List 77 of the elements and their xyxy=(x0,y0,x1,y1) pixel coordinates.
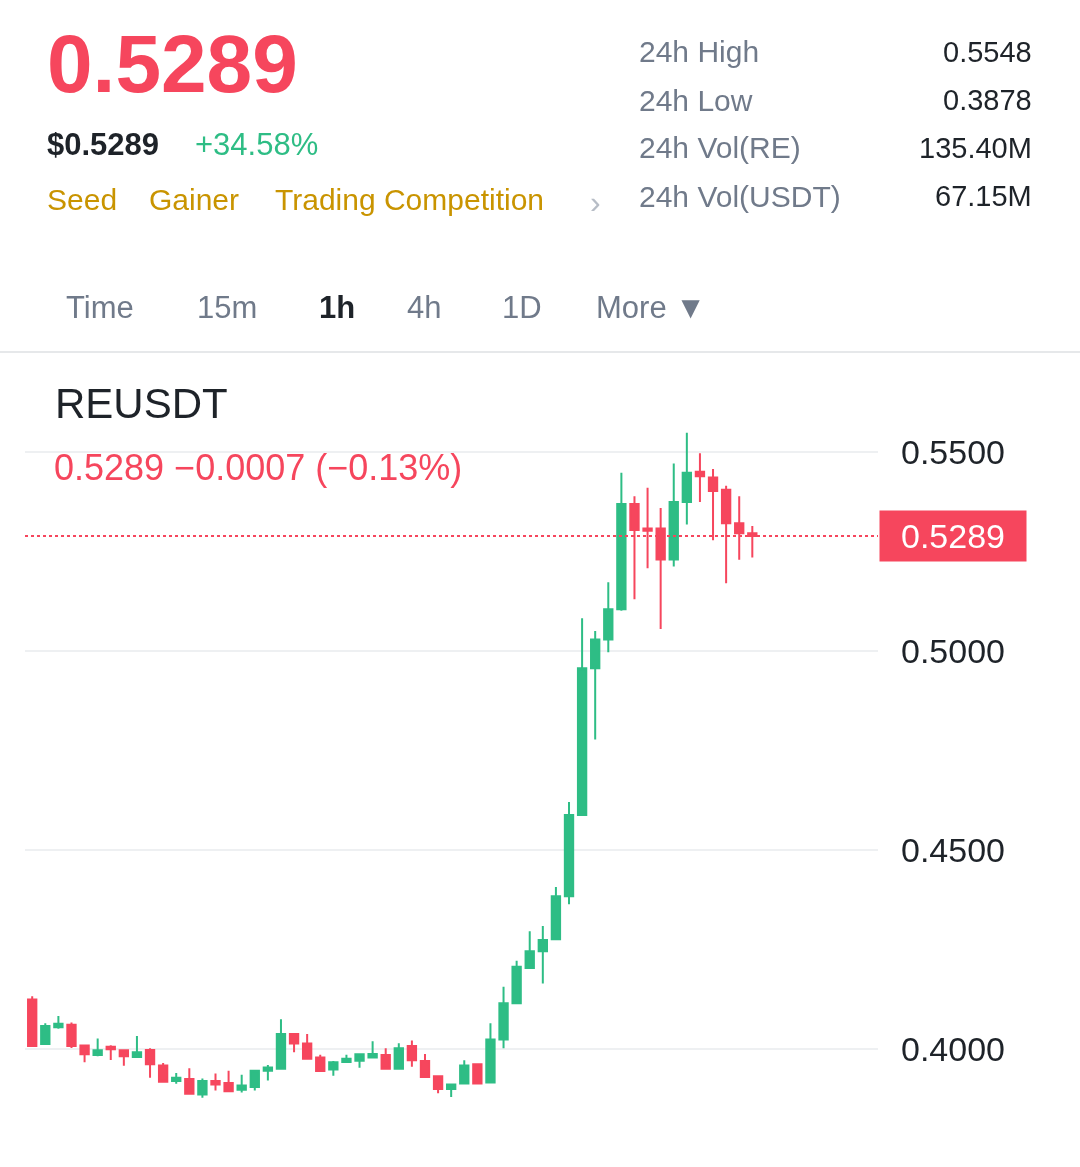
candlestick xyxy=(53,1015,64,1030)
candlestick xyxy=(210,1072,221,1092)
text: Seed xyxy=(47,183,118,216)
candlestick xyxy=(223,1069,234,1093)
text: 0.5548 xyxy=(943,36,1032,68)
candlestick xyxy=(275,1018,287,1070)
candlestick xyxy=(92,1037,103,1058)
candlestick xyxy=(419,1052,431,1079)
candlestick xyxy=(184,1067,195,1096)
y-tick-label: 0.4000 xyxy=(901,1030,1005,1069)
candlestick xyxy=(262,1064,274,1082)
text: 67.15M xyxy=(935,180,1032,212)
candlestick xyxy=(616,471,627,612)
candlestick xyxy=(236,1073,247,1094)
text: 24h High xyxy=(639,35,760,68)
text: 4h xyxy=(407,290,442,325)
candlestick xyxy=(681,431,693,526)
text: $0.5289 xyxy=(47,127,160,162)
text: 24h Vol(USDT) xyxy=(639,180,841,213)
candlestick xyxy=(354,1052,365,1069)
y-tick-label: 0.4500 xyxy=(901,830,1005,869)
text: Time xyxy=(66,290,134,325)
candlestick xyxy=(66,1021,77,1049)
candlestick xyxy=(197,1077,208,1099)
candlestick xyxy=(40,1022,51,1046)
candlestick xyxy=(288,1032,300,1054)
candlestick xyxy=(432,1074,444,1095)
candlestick xyxy=(603,581,614,654)
candlestick xyxy=(668,462,679,568)
text: 1h xyxy=(319,290,356,325)
candlestick xyxy=(498,985,509,1050)
candlestick xyxy=(524,930,535,970)
text: › xyxy=(590,184,601,220)
text: REUSDT xyxy=(55,379,228,427)
candlestick xyxy=(367,1040,378,1059)
candlestick xyxy=(328,1060,339,1077)
candlestick xyxy=(144,1047,156,1079)
candlestick xyxy=(485,1022,496,1084)
y-tick-label: 0.5500 xyxy=(901,432,1005,471)
candlestick xyxy=(590,630,601,741)
candlestick xyxy=(550,886,562,941)
y-tick-label: 0.5000 xyxy=(901,631,1005,670)
text: 24h Vol(RE) xyxy=(639,131,801,164)
candlestick xyxy=(406,1039,418,1068)
candlestick xyxy=(694,452,706,504)
text: 0.5289 −0.0007 (−0.13%) xyxy=(54,447,463,488)
candlestick xyxy=(131,1035,143,1059)
candlestick xyxy=(171,1072,182,1085)
candlestick xyxy=(537,925,548,985)
candlestick xyxy=(380,1047,391,1071)
text: 1D xyxy=(502,290,542,325)
candlestick xyxy=(472,1062,483,1085)
candlestick xyxy=(341,1053,352,1064)
candlestick xyxy=(105,1044,116,1061)
text: 24h Low xyxy=(639,84,753,117)
text: More ▼ xyxy=(596,290,706,325)
candlestick xyxy=(79,1044,90,1064)
candlestick xyxy=(446,1082,457,1098)
text: 0.5289 xyxy=(47,18,298,109)
candlestick xyxy=(459,1059,470,1085)
text: Gainer xyxy=(149,183,240,216)
text: 135.40M xyxy=(919,132,1032,164)
text: 0.3878 xyxy=(943,84,1032,116)
candlestick xyxy=(393,1042,404,1071)
candlestick xyxy=(157,1062,169,1084)
text: Trading Competition xyxy=(275,183,545,216)
candlestick xyxy=(511,959,522,1005)
ref-line-label: 0.5289 xyxy=(901,517,1005,555)
candlestick xyxy=(301,1033,313,1061)
candlestick xyxy=(118,1048,130,1067)
candlestick xyxy=(249,1069,260,1092)
candlestick xyxy=(563,800,575,906)
candlestick xyxy=(576,617,588,817)
text: 15m xyxy=(197,290,258,325)
text: +34.58% xyxy=(195,127,319,162)
candlestick xyxy=(315,1053,326,1073)
candlestick xyxy=(27,995,38,1048)
